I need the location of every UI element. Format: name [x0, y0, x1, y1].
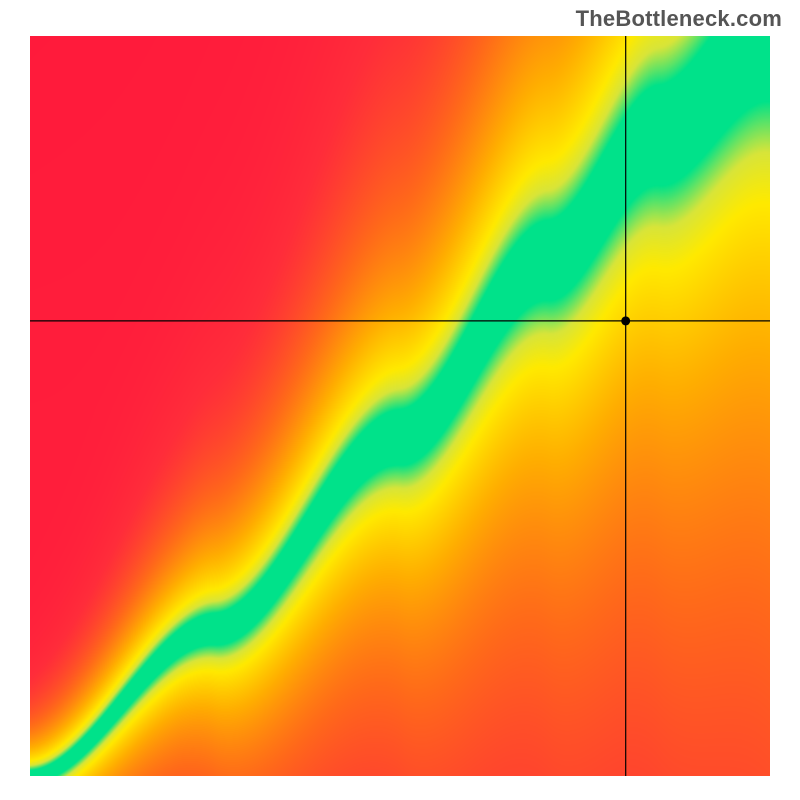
watermark-text: TheBottleneck.com — [576, 6, 782, 32]
bottleneck-heatmap — [30, 36, 770, 776]
heatmap-canvas — [30, 36, 770, 776]
